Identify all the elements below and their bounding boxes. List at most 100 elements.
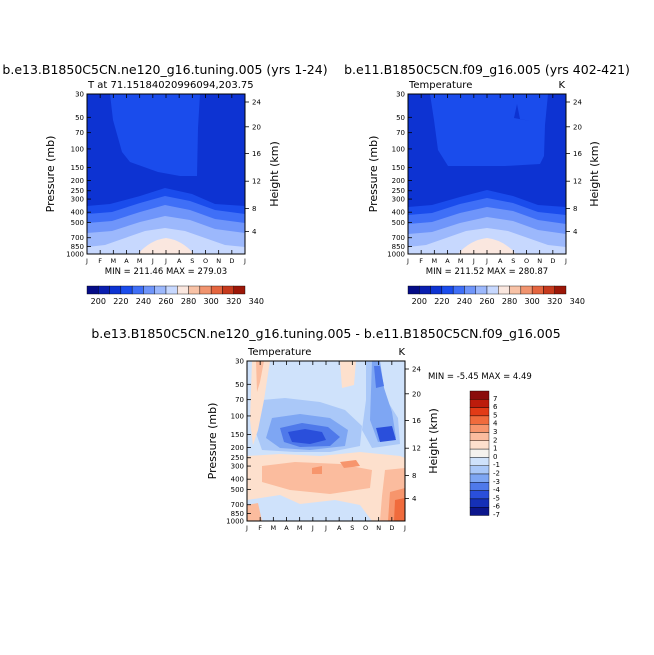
panel-b-upper-region	[430, 94, 548, 166]
colorbar-label: 240	[136, 297, 151, 306]
month-tick-label: J	[472, 257, 475, 265]
colorbar-label: 320	[226, 297, 241, 306]
month-tick-label: N	[376, 524, 381, 532]
pressure-tick-label: 70	[75, 129, 84, 137]
panel-c-warm-top-1	[250, 361, 270, 445]
month-tick-label: A	[445, 257, 450, 265]
colorbar-swatch	[222, 285, 234, 295]
month-tick-label: J	[245, 524, 248, 532]
colorbar-label: 0	[493, 453, 497, 461]
colorbar-label: 200	[412, 297, 427, 306]
month-tick-label: J	[403, 524, 406, 532]
pressure-tick-label: 150	[392, 164, 405, 172]
month-tick-label: M	[432, 257, 438, 265]
colorbar-swatch	[131, 285, 144, 295]
colorbar-label: 260	[479, 297, 494, 306]
pressure-tick-label: 850	[231, 510, 244, 518]
pressure-tick-label: 200	[71, 177, 84, 185]
pressure-tick-label: 500	[71, 219, 84, 227]
pressure-tick-label: 500	[231, 486, 244, 494]
colorbar-swatch	[210, 285, 223, 295]
pressure-tick-label: 70	[235, 396, 244, 404]
height-tick-label: 20	[412, 390, 421, 398]
colorbar-swatch	[509, 285, 522, 295]
panel-a-subtitle: T at 71.15184020996094,203.75	[87, 80, 254, 91]
panel-a-colorbar: 200 220 240 260 280 300 320 340	[86, 285, 264, 306]
colorbar-swatch	[464, 285, 476, 295]
month-tick-label: S	[190, 257, 194, 265]
colorbar-swatch	[486, 285, 499, 295]
month-tick-label: A	[124, 257, 129, 265]
colorbar-swatch	[469, 440, 490, 450]
colorbar-label: -2	[493, 470, 500, 478]
panel-c-warm-spot-2	[312, 466, 322, 474]
colorbar-label: 220	[434, 297, 449, 306]
panel-a-stats: MIN = 211.46 MAX = 279.03	[105, 267, 227, 277]
month-tick-label: D	[550, 257, 555, 265]
colorbar-label: 300	[204, 297, 219, 306]
panel-b-stats: MIN = 211.52 MAX = 280.87	[426, 267, 548, 277]
month-tick-label: F	[258, 524, 262, 532]
panel-c-title: b.e13.B1850C5CN.ne120_g16.tuning.005 - b…	[91, 326, 560, 341]
pressure-tick-label: 300	[71, 196, 84, 204]
panel-a-ylabel: Pressure (mb)	[44, 136, 57, 213]
colorbar-swatch	[165, 285, 178, 295]
colorbar-label: -6	[493, 503, 501, 511]
panel-a-title: b.e13.B1850C5CN.ne120_g16.tuning.005 (yr…	[2, 62, 327, 77]
month-tick-label: O	[363, 524, 368, 532]
pressure-tick-label: 50	[396, 114, 405, 122]
pressure-tick-label: 30	[75, 91, 84, 99]
panel-c-warm-top-3	[340, 361, 356, 388]
colorbar-swatch	[469, 465, 490, 475]
month-tick-label: F	[419, 257, 423, 265]
panel-c-ylabel: Pressure (mb)	[206, 403, 219, 480]
month-tick-label: J	[485, 257, 488, 265]
colorbar-label: 260	[158, 297, 173, 306]
panel-c-cool-east-3	[374, 366, 384, 388]
colorbar-swatch	[469, 498, 490, 508]
pressure-tick-label: 50	[75, 114, 84, 122]
colorbar-label: -5	[493, 494, 500, 502]
height-tick-label: 20	[252, 123, 261, 131]
colorbar-label: 320	[547, 297, 562, 306]
panel-c-warm-east-3	[394, 498, 405, 521]
panel-b-field	[408, 94, 566, 254]
colorbar-label: 300	[525, 297, 540, 306]
panel-c-field	[247, 361, 405, 521]
colorbar-swatch	[469, 415, 490, 425]
pressure-tick-label: 100	[71, 145, 84, 153]
colorbar-swatch	[469, 432, 490, 442]
pressure-tick-label: 250	[231, 454, 244, 462]
pressure-tick-label: 1000	[66, 251, 84, 259]
height-tick-label: 16	[412, 417, 421, 425]
month-tick-label: J	[406, 257, 409, 265]
colorbar-swatch	[469, 507, 490, 516]
colorbar-label: 340	[570, 297, 585, 306]
height-tick-label: 8	[573, 205, 577, 213]
panel-b-axes: J F M A M J J A S O N D J305070100150200250300400500…	[387, 91, 582, 266]
pressure-tick-label: 150	[71, 164, 84, 172]
panel-a-field	[87, 94, 245, 254]
month-tick-label: M	[297, 524, 303, 532]
pressure-tick-label: 150	[231, 431, 244, 439]
colorbar-swatch	[109, 285, 122, 295]
month-tick-label: M	[271, 524, 277, 532]
colorbar-swatch	[475, 285, 488, 295]
colorbar-swatch	[407, 285, 420, 295]
height-tick-label: 12	[252, 178, 261, 186]
panel-a-band-warm	[138, 238, 194, 254]
month-tick-label: J	[564, 257, 567, 265]
panel-c-warm-top-2	[256, 361, 264, 392]
pressure-tick-label: 250	[392, 187, 405, 195]
pressure-tick-label: 100	[392, 145, 405, 153]
colorbar-swatch	[419, 285, 431, 295]
panel-c-cool-east-4	[376, 426, 396, 442]
panel-b: b.e11.B1850C5CN.f09_g16.005 (yrs 402-421…	[344, 62, 630, 306]
colorbar-label: 340	[249, 297, 264, 306]
colorbar-swatch	[469, 473, 490, 483]
height-tick-label: 8	[252, 205, 256, 213]
pressure-tick-label: 700	[71, 234, 84, 242]
month-tick-label: J	[311, 524, 314, 532]
panel-c-warm-west	[247, 503, 262, 521]
month-tick-label: O	[524, 257, 529, 265]
